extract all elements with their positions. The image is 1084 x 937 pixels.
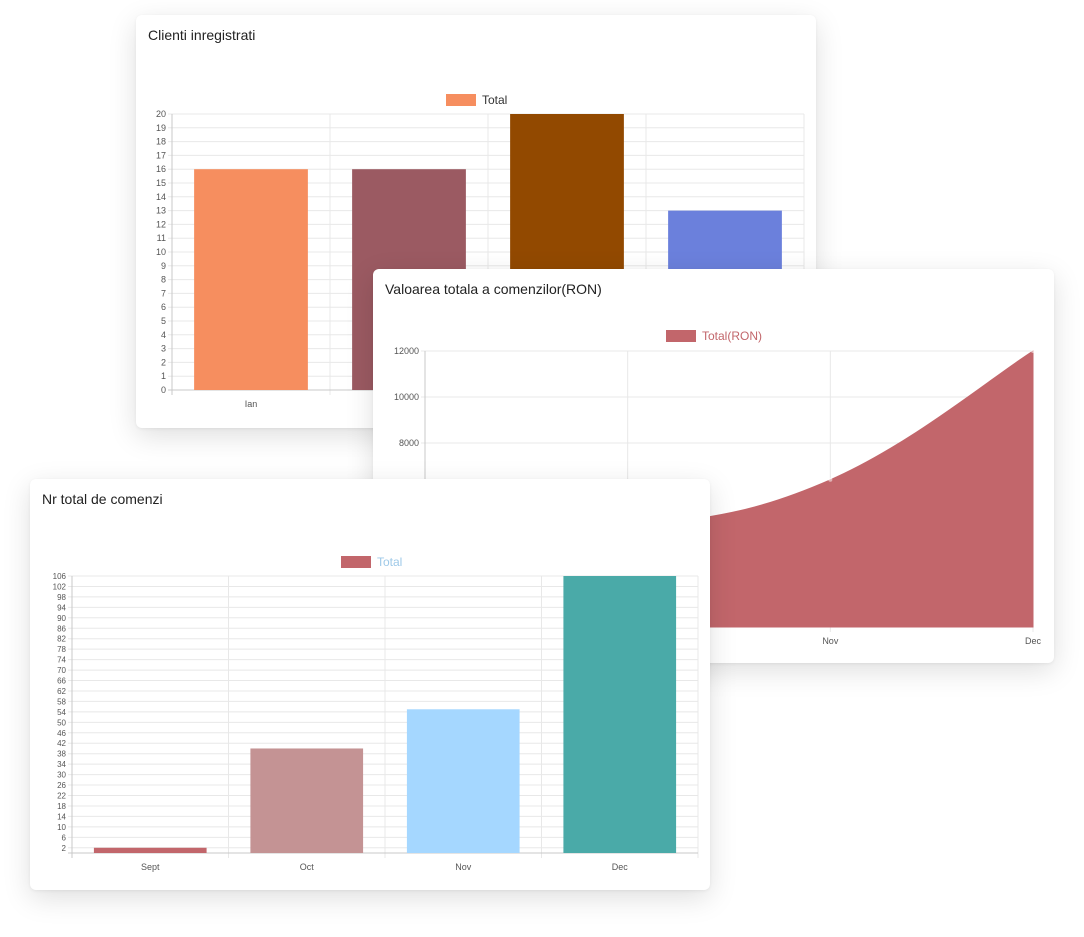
y-tick-label: 20 <box>156 109 166 119</box>
y-tick-label: 42 <box>57 739 66 748</box>
y-tick-label: 70 <box>57 666 66 675</box>
legend-label: Total <box>377 555 402 569</box>
y-tick-label: 19 <box>156 123 166 133</box>
y-tick-label: 74 <box>57 656 66 665</box>
orders-count-chart-card: Nr total de comenzi 2 6 10 14 18 22 26 30 34 38 42… <box>30 479 710 890</box>
bar <box>563 576 677 853</box>
y-tick-label: 6 <box>161 302 166 312</box>
y-tick-label: 86 <box>57 624 66 633</box>
y-tick-label: 62 <box>57 687 66 696</box>
legend-swatch <box>341 556 371 568</box>
y-tick-label: 17 <box>156 150 166 160</box>
y-tick-label: 50 <box>57 718 66 727</box>
y-tick-label: 13 <box>156 206 166 216</box>
y-tick-label: 10 <box>57 823 66 832</box>
legend-label: Total(RON) <box>702 329 762 343</box>
y-tick-label: 102 <box>53 582 67 591</box>
y-tick-label: 12000 <box>394 346 419 356</box>
x-tick-label: Ian <box>245 399 258 409</box>
legend-swatch <box>446 94 476 106</box>
y-tick-label: 16 <box>156 164 166 174</box>
y-tick-label: 34 <box>57 760 66 769</box>
y-tick-label: 18 <box>156 137 166 147</box>
bar <box>93 847 207 853</box>
bar <box>194 169 308 390</box>
x-tick-label: Dec <box>1025 636 1042 646</box>
y-tick-label: 5 <box>161 316 166 326</box>
y-tick-label: 18 <box>57 802 66 811</box>
orders-count-bar-chart: 2610141822263034384246505458626670747882… <box>53 555 699 872</box>
bar <box>250 748 364 853</box>
orders-count-chart-title: Nr total de comenzi <box>42 491 163 507</box>
y-tick-label: 82 <box>57 635 66 644</box>
y-tick-label: 2 <box>161 357 166 367</box>
y-tick-label: 10 <box>156 247 166 257</box>
y-tick-label: 26 <box>57 781 66 790</box>
y-tick-label: 14 <box>57 812 66 821</box>
legend-swatch <box>666 330 696 342</box>
y-tick-label: 9 <box>161 261 166 271</box>
data-point <box>1031 349 1035 353</box>
y-tick-label: 7 <box>161 288 166 298</box>
bar <box>406 709 520 853</box>
y-tick-label: 12 <box>156 219 166 229</box>
y-tick-label: 22 <box>57 792 66 801</box>
x-tick-label: Nov <box>455 862 472 872</box>
y-tick-label: 2 <box>62 844 67 853</box>
y-tick-label: 14 <box>156 192 166 202</box>
y-tick-label: 3 <box>161 344 166 354</box>
y-tick-label: 58 <box>57 697 66 706</box>
y-tick-label: 38 <box>57 750 66 759</box>
y-tick-label: 10000 <box>394 392 419 402</box>
y-tick-label: 106 <box>53 572 67 581</box>
y-tick-label: 0 <box>161 385 166 395</box>
y-tick-label: 8 <box>161 275 166 285</box>
legend-label: Total <box>482 93 507 107</box>
clients-chart-title: Clienti inregistrati <box>148 27 256 43</box>
x-tick-label: Dec <box>612 862 629 872</box>
y-tick-label: 6 <box>62 833 67 842</box>
orders-value-chart-title: Valoarea totala a comenzilor(RON) <box>385 281 602 297</box>
y-tick-label: 4 <box>161 330 166 340</box>
y-tick-label: 94 <box>57 603 66 612</box>
x-tick-label: Nov <box>822 636 839 646</box>
y-tick-label: 46 <box>57 729 66 738</box>
x-tick-label: Sept <box>141 862 160 872</box>
y-tick-label: 66 <box>57 677 66 686</box>
y-tick-label: 15 <box>156 178 166 188</box>
y-tick-label: 30 <box>57 771 66 780</box>
y-tick-label: 1 <box>161 371 166 381</box>
data-point <box>828 477 833 482</box>
y-tick-label: 54 <box>57 708 66 717</box>
x-tick-label: Oct <box>300 862 315 872</box>
y-tick-label: 8000 <box>399 438 419 448</box>
y-tick-label: 78 <box>57 645 66 654</box>
y-tick-label: 11 <box>157 233 166 243</box>
y-tick-label: 98 <box>57 593 66 602</box>
y-tick-label: 90 <box>57 614 66 623</box>
